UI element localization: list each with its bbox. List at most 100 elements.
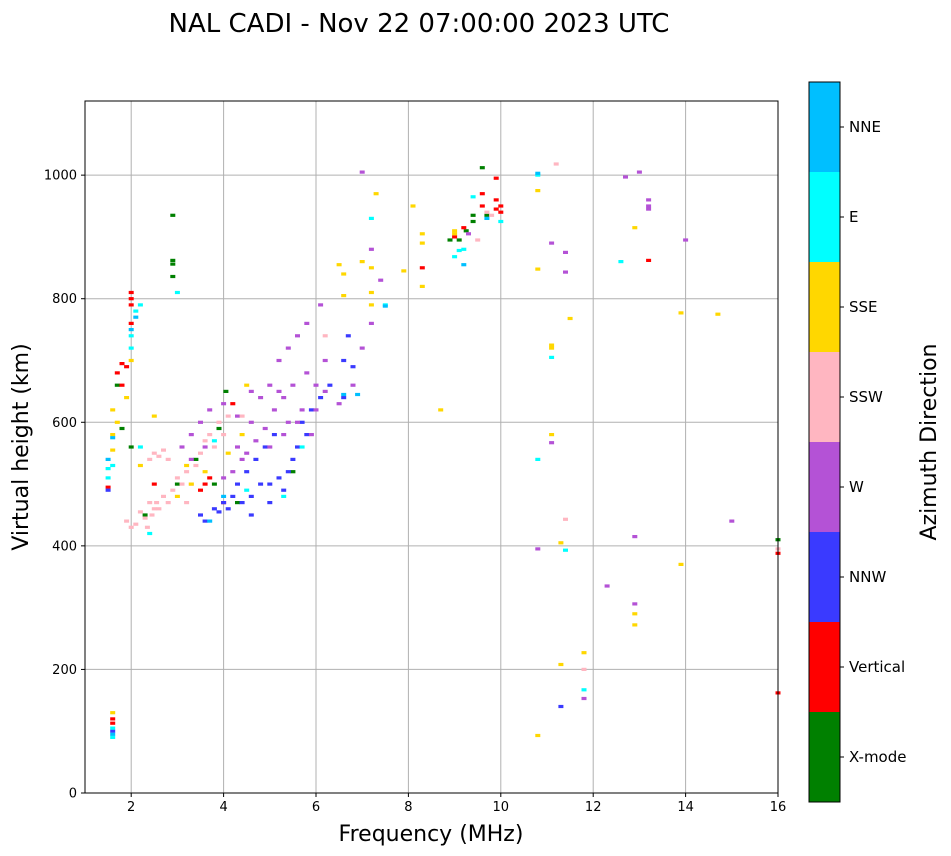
data-point [244,451,250,455]
data-point [170,488,176,492]
data-point [161,448,166,452]
data-point [248,513,254,517]
data-point [308,433,314,437]
data-point [225,414,231,418]
colorbar-segment [809,262,840,352]
data-point [239,433,245,437]
data-point [133,309,139,313]
data-point [267,482,273,486]
data-point [221,494,227,498]
plot-background [85,101,778,793]
data-point [202,482,208,486]
data-point [207,433,213,437]
data-point [253,457,259,461]
data-point [235,482,240,486]
plot-frame [84,100,779,794]
data-point [318,396,324,400]
data-point [211,439,217,443]
data-point [368,247,374,251]
colorbar-segment [809,442,840,532]
data-point [230,470,236,474]
data-point [161,494,166,498]
data-point [211,445,217,449]
colorbar-segment [809,172,840,262]
data-point [202,445,208,449]
data-point [632,612,638,616]
x-axis-label: Frequency (MHz) [339,822,524,847]
data-point [563,517,568,521]
data-point [202,470,208,474]
series-nne [105,171,541,736]
data-point [549,355,555,359]
data-point [165,457,171,461]
data-point [646,258,652,262]
data-point [535,171,541,175]
data-point [493,176,499,180]
data-point [304,371,310,375]
data-point [151,451,157,455]
data-point [438,408,444,412]
data-point [239,457,245,461]
data-point [313,408,319,412]
data-point [105,467,111,471]
data-point [184,463,190,468]
data-point [105,476,111,480]
data-point [563,548,568,552]
data-point [456,238,462,242]
data-point [447,238,453,242]
y-axis-ticks: 0 200 400 600 800 1000 [44,169,85,802]
chart-title: NAL CADI - Nov 22 07:00:00 2023 UTC [169,9,670,39]
data-point [419,232,425,236]
data-point [419,241,425,245]
data-point [456,248,462,253]
data-point [193,463,199,468]
data-point [258,396,264,400]
data-point [114,371,120,375]
data-point [223,389,229,393]
data-point [479,204,485,208]
data-point [285,470,291,474]
colorbar-tick-label: X-mode [849,748,906,766]
data-point [341,392,347,397]
data-point [549,433,555,437]
data-point [558,704,564,709]
data-point [128,334,134,338]
data-point [207,408,213,412]
data-point [110,735,116,739]
data-point [281,433,287,437]
data-marks [105,162,781,739]
data-point [198,420,203,424]
data-point [216,426,222,431]
data-point [262,426,268,431]
data-point [299,408,305,412]
data-point [119,426,125,431]
data-point [202,439,208,443]
y-tick-label: 600 [52,416,77,431]
data-point [184,470,190,474]
data-point [271,408,277,412]
data-point [632,226,638,230]
data-point [549,346,555,350]
data-point [368,290,374,295]
data-point [678,562,684,566]
data-point [110,448,116,452]
data-point [142,513,148,517]
data-point [170,274,176,279]
data-point [267,445,273,449]
data-point [355,392,361,397]
data-point [452,235,458,239]
data-point [632,535,638,539]
data-point [124,365,130,369]
data-point [253,439,259,443]
data-point [299,420,305,424]
data-point [105,488,111,492]
data-point [623,175,628,179]
data-point [198,488,203,492]
data-point [318,303,324,307]
data-point [461,226,467,230]
x-tick-label: 14 [677,800,694,815]
colorbar-segment [809,622,840,712]
data-point [322,334,328,338]
data-point [133,522,139,526]
